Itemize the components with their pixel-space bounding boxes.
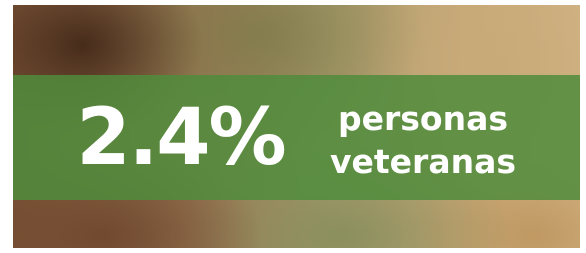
label-line: veteranas — [313, 140, 533, 183]
page: 2.4% personas veteranas (() => { const d… — [0, 0, 586, 253]
label-line: personas — [313, 97, 533, 140]
stat-value: 2.4% — [73, 75, 288, 200]
stat-label: personas veteranas — [313, 97, 533, 183]
background-photo: 2.4% personas veteranas — [13, 5, 580, 248]
